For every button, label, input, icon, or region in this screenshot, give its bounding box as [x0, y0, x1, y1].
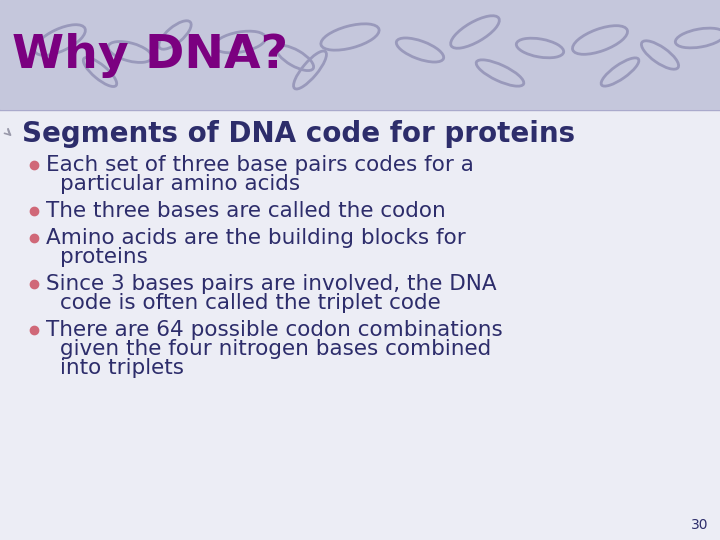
Text: given the four nitrogen bases combined: given the four nitrogen bases combined — [60, 339, 491, 359]
Text: The three bases are called the codon: The three bases are called the codon — [46, 201, 446, 221]
Text: proteins: proteins — [60, 247, 148, 267]
Text: Each set of three base pairs codes for a: Each set of three base pairs codes for a — [46, 155, 474, 175]
Text: Why DNA?: Why DNA? — [12, 33, 288, 78]
Text: 30: 30 — [690, 518, 708, 532]
Text: code is often called the triplet code: code is often called the triplet code — [60, 293, 441, 313]
Text: particular amino acids: particular amino acids — [60, 174, 300, 194]
Text: There are 64 possible codon combinations: There are 64 possible codon combinations — [46, 320, 503, 340]
Text: Since 3 bases pairs are involved, the DNA: Since 3 bases pairs are involved, the DN… — [46, 274, 497, 294]
Bar — [0, 0, 720, 110]
Text: Segments of DNA code for proteins: Segments of DNA code for proteins — [22, 120, 575, 148]
Text: Amino acids are the building blocks for: Amino acids are the building blocks for — [46, 228, 466, 248]
Text: into triplets: into triplets — [60, 358, 184, 378]
Bar — [0, 110, 720, 540]
